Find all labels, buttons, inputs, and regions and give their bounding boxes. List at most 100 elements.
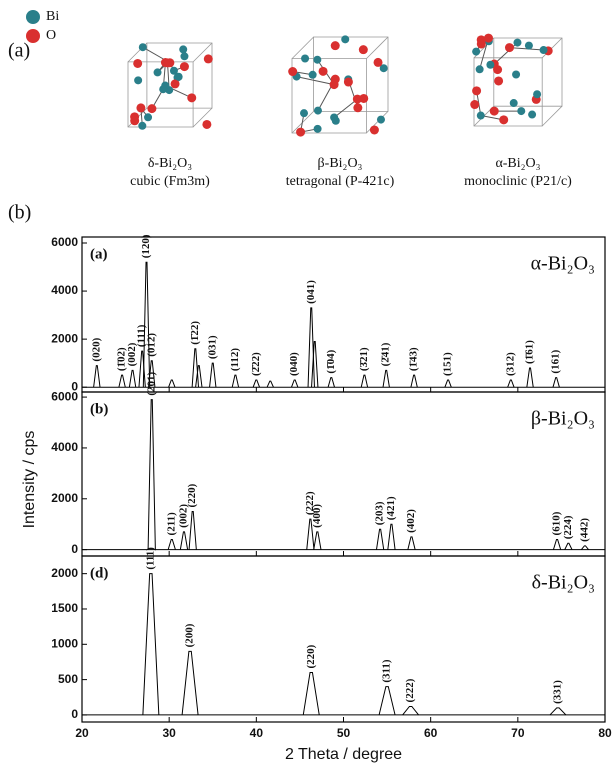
peak-label: (1̄04) [325,349,337,373]
atom [472,47,481,56]
peak-label: (200) [184,623,196,647]
atom [376,115,385,124]
x-tick-label: 70 [511,726,525,740]
peak [375,528,385,550]
atom [308,70,317,79]
peak-label: (220) [305,644,317,668]
x-tick-label: 80 [598,726,612,740]
peak [327,377,335,388]
y-tick-label: 1500 [51,601,78,615]
peak [407,536,416,550]
x-tick-label: 30 [162,726,176,740]
x-tick-label: 60 [424,726,438,740]
peak-label: (041) [305,280,317,304]
atom [358,45,368,55]
atom [528,110,537,119]
peak-label: (222) [304,491,316,515]
atom [330,41,340,51]
structure-system: monoclinic (P21/c) [464,174,572,189]
peak-label: (311) [381,659,393,683]
y-tick-label: 0 [71,542,78,556]
atom [179,62,189,72]
atom [288,67,298,77]
x-tick-label: 40 [250,726,264,740]
atom [476,39,486,49]
atom [174,72,183,81]
unit-cell [192,42,213,63]
panel-label: (a) [90,246,108,262]
peak [378,686,396,716]
peak [147,399,156,550]
atom [163,58,173,68]
peak [209,362,217,388]
panel-label: (b) [90,401,108,417]
atom [144,113,153,122]
unit-cell [541,105,563,127]
atom [483,33,493,43]
atom [494,76,504,86]
peak [302,672,320,716]
peak-label: (1̄22) [189,321,201,345]
peak [507,379,515,388]
atom [470,100,480,110]
atom [512,70,521,79]
peak [181,650,199,715]
peak-label: (400) [311,504,323,528]
peak [266,380,274,388]
legend-o: O [46,28,56,43]
peak [231,374,240,388]
atom [504,43,514,53]
y-tick-label: 0 [71,707,78,721]
peak [148,360,156,388]
peak-label: (442) [578,518,590,542]
peak [93,365,101,388]
atom [472,86,482,96]
peak-label: (402) [405,509,417,533]
atom [379,64,388,73]
peak [552,538,562,550]
atom [359,93,369,103]
peak-label: (421) [385,496,397,520]
peak [191,348,200,388]
atom [202,119,212,129]
peak-label: (012) [145,333,157,357]
peak-label: (1̄02) [116,347,128,371]
peak-label: (161) [550,349,562,373]
y-tick-label: 4000 [51,283,78,297]
peak-label: (002) [126,342,138,366]
y-tick-label: 1000 [51,636,78,650]
atom [138,121,147,130]
peak [291,379,299,388]
atom [486,60,495,69]
y-tick-label: 6000 [51,235,78,249]
peak-label: (040) [288,352,300,376]
unit-cell [366,36,389,59]
peak [580,545,589,550]
atom [509,99,518,108]
part-b-label: (b) [8,202,31,224]
panel-label: (d) [90,565,108,581]
peak [307,307,315,388]
peak [526,367,534,388]
atom [493,65,503,75]
peak [306,518,315,550]
peak [195,365,203,388]
atom [489,106,499,116]
legend-bi: Bi [46,9,59,24]
y-tick-label: 6000 [51,389,78,403]
phase-label: δ-Bi₂O₃ [532,572,595,594]
atom [179,45,188,54]
atom [169,66,178,75]
y-tick-label: 2000 [51,331,78,345]
peak-label: (111) [144,547,156,570]
atom [138,43,147,52]
peak [552,377,560,388]
o-swatch [26,29,40,43]
peak [387,523,396,550]
peak [142,261,151,388]
peak-label: (2̄22) [250,352,262,376]
atom [373,57,383,67]
peak [252,379,260,388]
unit-cell [291,36,314,59]
